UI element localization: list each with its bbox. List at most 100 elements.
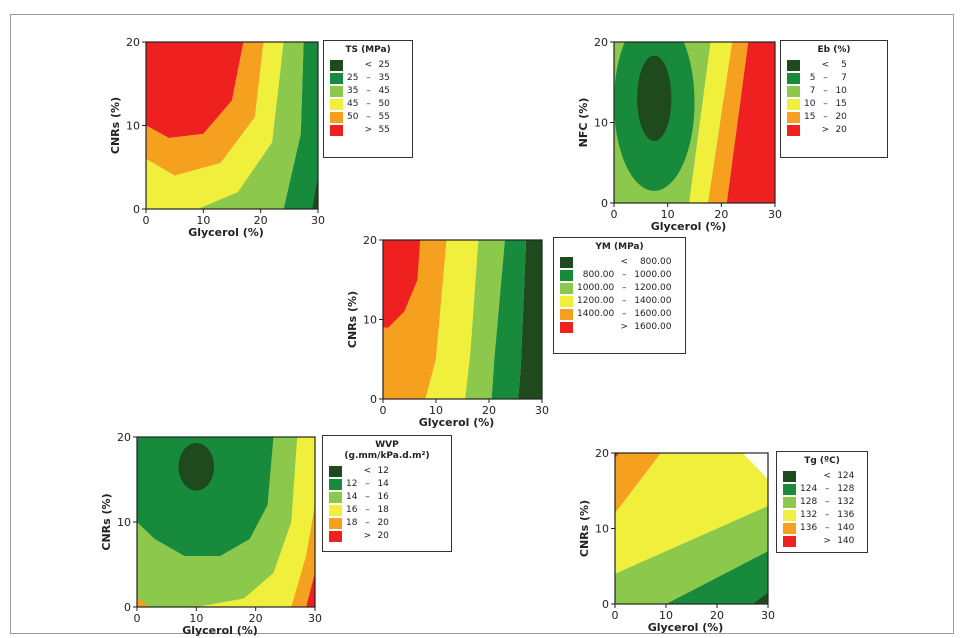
ym-legend-row: 1200.00–1400.00 bbox=[558, 295, 673, 308]
ym-x-tick-label: 20 bbox=[482, 404, 496, 417]
ts-contour-region bbox=[146, 42, 264, 176]
eb-y-tick-label: 20 bbox=[594, 36, 608, 49]
ym-x-tick-label: 0 bbox=[380, 404, 387, 417]
wvp-legend-swatch bbox=[329, 530, 342, 542]
ts-legend-swatch bbox=[330, 98, 343, 110]
ts-legend-low bbox=[345, 59, 360, 72]
wvp-legend-sep: – bbox=[365, 505, 370, 515]
eb-contour-panel: 0 10 20 30 0 10 20 Glycerol (%) NFC (%) bbox=[570, 36, 790, 248]
ym-x-tick-label: 10 bbox=[429, 404, 443, 417]
eb-legend-swatch bbox=[787, 111, 800, 123]
ym-legend-swatch bbox=[560, 256, 573, 268]
ym-contour-region bbox=[425, 240, 479, 399]
ts-y-tick-label: 10 bbox=[126, 120, 140, 133]
eb-legend-row: 10–15 bbox=[785, 98, 849, 111]
tg-y-axis-label: CNRs (%) bbox=[578, 500, 591, 557]
eb-legend-low: 15 bbox=[804, 112, 816, 122]
ym-legend-sep: – bbox=[621, 270, 627, 280]
ts-contour-region bbox=[146, 42, 244, 139]
tg-x-tick-label: 20 bbox=[710, 609, 724, 622]
wvp-legend-row: >20 bbox=[327, 530, 391, 543]
tg-legend-sep: – bbox=[824, 510, 830, 520]
ts-legend-row: 50–55 bbox=[328, 111, 392, 124]
ym-legend-title: YM (MPa) bbox=[595, 242, 644, 252]
wvp-contour-region bbox=[137, 437, 274, 556]
ts-legend-row: 25–35 bbox=[328, 72, 392, 85]
tg-x-tick-label: 10 bbox=[659, 609, 673, 622]
wvp-legend-swatch bbox=[329, 465, 342, 477]
ym-x-tick-label: 30 bbox=[535, 404, 549, 417]
eb-legend-low: 5 bbox=[809, 73, 816, 83]
tg-contour-panel: 0 10 20 30 0 10 20 Glycerol (%) CNRs (%) bbox=[560, 447, 785, 638]
ts-contour-region bbox=[197, 42, 304, 209]
tg-legend-high: 132 bbox=[837, 497, 855, 507]
ym-legend-row: 1000.00–1200.00 bbox=[558, 282, 673, 295]
eb-contour-region bbox=[726, 42, 775, 203]
wvp-legend-sep: – bbox=[365, 492, 370, 502]
ym-legend-high: 1600.00 bbox=[634, 322, 672, 332]
eb-y-axis-label: NFC (%) bbox=[577, 98, 590, 148]
wvp-legend-row: 12–14 bbox=[327, 478, 391, 491]
eb-legend-high: 10 bbox=[835, 86, 847, 96]
ts-legend-sep: – bbox=[366, 99, 371, 109]
tg-legend-low: 128 bbox=[800, 497, 818, 507]
eb-legend-sep: – bbox=[823, 86, 828, 96]
wvp-y-tick-label: 0 bbox=[124, 601, 131, 614]
wvp-legend-low: 14 bbox=[346, 492, 358, 502]
eb-legend-swatch bbox=[787, 98, 800, 110]
tg-legend-sep: > bbox=[823, 536, 831, 546]
eb-legend: Eb (%) <5 5–7 7–10 10–15 15–20 >20 bbox=[780, 40, 888, 158]
ts-y-tick-label: 20 bbox=[126, 36, 140, 49]
tg-x-tick-label: 0 bbox=[612, 609, 619, 622]
tg-contour-region bbox=[615, 453, 661, 514]
tg-legend-sep: < bbox=[823, 471, 831, 481]
ym-legend-sep: – bbox=[621, 309, 627, 319]
ym-legend-row: 1400.00–1600.00 bbox=[558, 308, 673, 321]
ts-legend-low: 35 bbox=[347, 86, 359, 96]
ym-legend-high: 800.00 bbox=[639, 257, 672, 267]
tg-legend-sep: – bbox=[824, 497, 830, 507]
wvp-legend-low: 12 bbox=[346, 479, 358, 489]
tg-legend-row: <124 bbox=[781, 470, 856, 483]
ts-y-tick-label: 0 bbox=[133, 203, 140, 216]
tg-legend-table: <124 124–128 128–132 132–136 136–140 >140 bbox=[781, 470, 856, 548]
wvp-legend-sep: > bbox=[363, 531, 372, 541]
wvp-legend-title-line1: WVP bbox=[375, 440, 399, 450]
ts-legend-high: 55 bbox=[378, 125, 390, 135]
tg-contour-region bbox=[615, 453, 768, 574]
wvp-legend-high: 16 bbox=[377, 492, 389, 502]
wvp-legend-swatch bbox=[329, 478, 342, 490]
wvp-x-axis-label: Glycerol (%) bbox=[182, 624, 258, 637]
ts-contour-region bbox=[146, 42, 284, 209]
ym-legend-row: 800.00–1000.00 bbox=[558, 269, 673, 282]
ts-legend-sep: > bbox=[364, 125, 373, 135]
ts-legend-low: 45 bbox=[347, 99, 359, 109]
tg-legend: Tg (ºC) <124 124–128 128–132 132–136 136–140… bbox=[776, 451, 868, 553]
ts-legend-high: 50 bbox=[378, 99, 390, 109]
ts-x-tick-label: 0 bbox=[143, 214, 150, 227]
wvp-x-tick-label: 10 bbox=[189, 612, 203, 625]
wvp-contour-region bbox=[291, 505, 315, 607]
tg-legend-swatch bbox=[783, 535, 796, 547]
ts-legend-swatch bbox=[330, 85, 343, 97]
eb-legend-high: 20 bbox=[835, 112, 847, 122]
tg-legend-low bbox=[798, 470, 819, 483]
ym-y-tick-label: 0 bbox=[370, 393, 377, 406]
ts-x-tick-label: 30 bbox=[311, 214, 325, 227]
tg-legend-low: 136 bbox=[800, 523, 818, 533]
eb-legend-row: 5– 7 bbox=[785, 72, 849, 85]
ym-legend-swatch bbox=[560, 308, 573, 320]
eb-legend-high: 7 bbox=[841, 73, 847, 83]
eb-x-tick-label: 10 bbox=[661, 208, 675, 221]
ts-contour-region bbox=[283, 42, 318, 209]
ts-legend-low: 50 bbox=[347, 112, 359, 122]
ym-legend-high: 1200.00 bbox=[634, 283, 672, 293]
ts-y-axis-label: CNRs (%) bbox=[109, 97, 122, 154]
figure-border bbox=[10, 14, 954, 634]
ts-contour-regions bbox=[146, 42, 318, 209]
eb-legend-swatch bbox=[787, 124, 800, 136]
wvp-legend-high: 18 bbox=[377, 505, 389, 515]
wvp-legend-swatch bbox=[329, 491, 342, 503]
